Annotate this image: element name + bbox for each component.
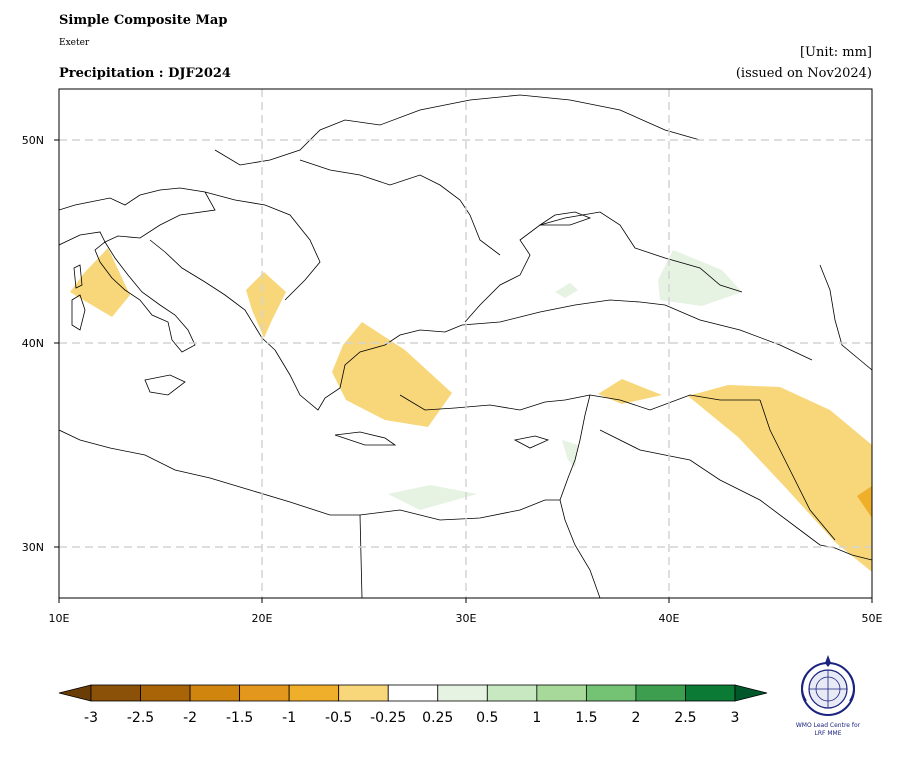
colorbar-cell [140, 684, 191, 702]
border-eastern-europe [299, 159, 501, 256]
unit-label: [Unit: mm] [799, 45, 872, 60]
map-title: Simple Composite Map [59, 13, 228, 28]
colorbar-label: -1.5 [226, 710, 253, 726]
border-syria-iraq [589, 394, 760, 411]
coastline-crimea [538, 211, 592, 226]
lat-label-50n: 50N [22, 134, 44, 147]
colorbar-cell [338, 684, 389, 702]
wmo-logo-emblem [801, 655, 855, 716]
coastline-red-sea [559, 499, 601, 598]
border-central-europe [204, 191, 321, 301]
colorbar-label: 2.5 [674, 710, 696, 726]
lon-tick-labels: 10E 20E 30E 40E 50E [49, 612, 883, 625]
colorbar-label: -0.25 [370, 710, 406, 726]
coastline-corsica [73, 264, 83, 289]
wmo-logo-line2: LRF MME [814, 730, 842, 737]
border-turkey-georgia [664, 304, 813, 361]
coastline-turkey-north [444, 299, 666, 333]
anomaly-region-iraq-iran [688, 385, 872, 572]
coastline-cyprus [513, 435, 550, 449]
colorbar-cell [90, 684, 141, 702]
lat-label-40n: 40N [22, 337, 44, 350]
anomaly-region-caucasus [658, 250, 742, 306]
anomaly-shading [70, 248, 872, 572]
colorbar-labels: -3 -2.5 -2 -1.5 -1 -0.5 -0.25 0.25 0.5 1 1.5 2 2.5 3 [84, 710, 739, 726]
colorbar-label: -0.5 [325, 710, 352, 726]
border-iraq-iran [759, 399, 836, 541]
colorbar-cell [585, 684, 637, 702]
coastline-italy [94, 241, 196, 353]
coastline-adriatic [149, 239, 276, 351]
coastline-north-africa [59, 429, 560, 521]
lon-label-10e: 10E [49, 612, 70, 625]
anomaly-region-libya [388, 485, 477, 510]
anomaly-region-levant [562, 440, 578, 468]
colorbar-cell [189, 684, 241, 702]
colorbar-under-arrow [58, 684, 92, 702]
colorbar-label: 0.25 [422, 710, 453, 726]
colorbar-cell [685, 684, 736, 702]
anomaly-region-italy [70, 248, 130, 317]
colorbar-over-arrow [734, 684, 768, 702]
anomaly-region-iran-dark [857, 486, 872, 518]
anomaly-region-albania [246, 272, 286, 338]
coastline-black-sea [464, 211, 743, 323]
colorbar-label: 0.5 [476, 710, 498, 726]
coastline-balkans [274, 329, 446, 411]
border-jordan-saudi [599, 429, 801, 531]
colorbar-label: 1 [532, 710, 541, 726]
coastline-sicily [144, 374, 186, 396]
anomaly-region-se-turkey [598, 379, 662, 404]
map-area [59, 89, 872, 598]
colorbar-cell [536, 684, 587, 702]
colorbar-cell [239, 684, 290, 702]
border-northern-europe [214, 94, 701, 166]
wmo-logo-line1: WMO Lead Centre for [795, 722, 861, 729]
lon-label-20e: 20E [252, 612, 273, 625]
coastline-turkey-south [399, 394, 591, 411]
colorbar-cell [486, 684, 538, 702]
map-gridlines [59, 89, 872, 598]
colorbar-cell [437, 684, 488, 702]
colorbar-label: 1.5 [575, 710, 597, 726]
coastline-crete [334, 431, 397, 446]
lat-tick-labels: 30N 40N 50N [22, 134, 44, 554]
map-subtitle: Exeter [59, 38, 90, 48]
colorbar-cell [387, 684, 439, 702]
coastline-european-mainland [59, 187, 216, 246]
lat-label-30n: 30N [22, 541, 44, 554]
colorbar-label: -2 [183, 710, 197, 726]
colorbar: -3 -2.5 -2 -1.5 -1 -0.5 -0.25 0.25 0.5 1 1.5 2 2.5 3 [58, 684, 768, 726]
coastline-levant [559, 394, 591, 501]
map-ticks [54, 139, 873, 603]
coastline-persian-gulf [799, 529, 872, 561]
colorbar-cells [90, 684, 736, 702]
coastline-caspian [819, 264, 872, 371]
colorbar-cell [288, 684, 340, 702]
lon-label-40e: 40E [659, 612, 680, 625]
colorbar-label: -2.5 [127, 710, 154, 726]
anomaly-region-aegean [332, 322, 452, 427]
border-egypt-libya [359, 514, 363, 598]
colorbar-label: 3 [731, 710, 740, 726]
lon-label-30e: 30E [456, 612, 477, 625]
coastlines [59, 94, 872, 598]
colorbar-label: -1 [282, 710, 296, 726]
anomaly-region-black-sea [555, 283, 578, 298]
variable-title: Precipitation : DJF2024 [59, 66, 231, 81]
colorbar-label: 2 [631, 710, 640, 726]
coastline-sardinia [71, 294, 86, 331]
lon-label-50e: 50E [862, 612, 883, 625]
colorbar-label: -3 [84, 710, 98, 726]
issued-label: (issued on Nov2024) [735, 66, 872, 81]
colorbar-cell [635, 684, 686, 702]
wmo-logo-caption: WMO Lead Centre for LRF MME [783, 722, 873, 738]
